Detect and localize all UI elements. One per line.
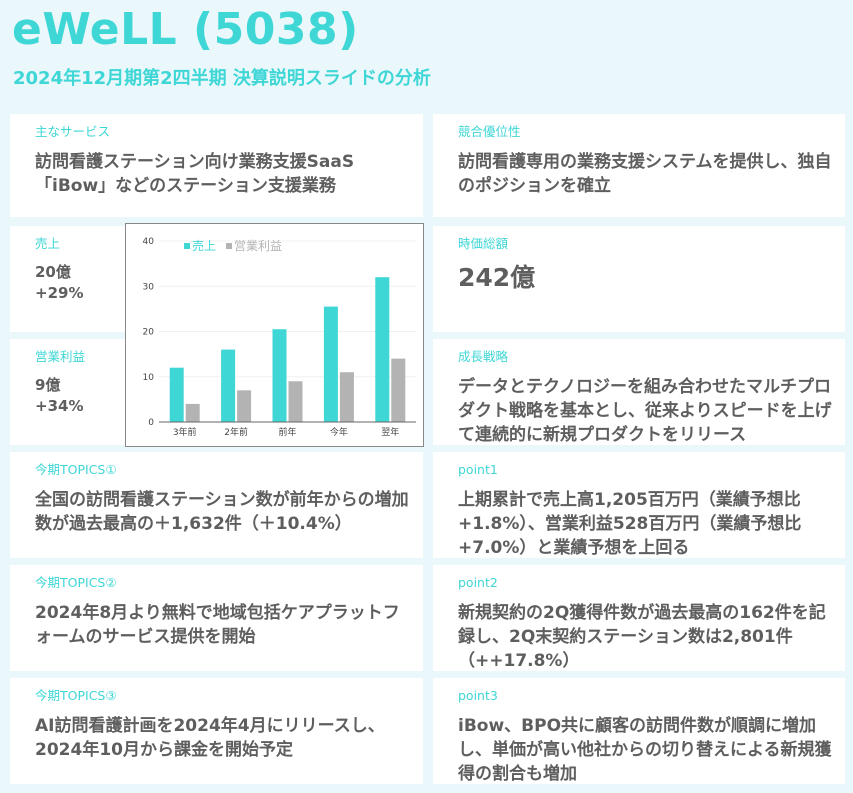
legend-swatch — [226, 243, 232, 249]
bar — [185, 403, 200, 422]
card-label: 営業利益 — [35, 349, 86, 364]
page-title: eWeLL (5038) — [12, 4, 359, 55]
card-body: データとテクノロジーを組み合わせたマルチプロダクト戦略を基本とし、従来よりスピー… — [458, 377, 832, 445]
card-label: 競合優位性 — [458, 124, 521, 139]
sales-growth: +29% — [35, 284, 84, 302]
op-profit-growth: +34% — [35, 397, 84, 415]
bar — [221, 349, 236, 422]
card-operating-profit: 営業利益 9億 +34% — [10, 339, 126, 445]
bar — [375, 277, 390, 422]
x-tick-label: 2年前 — [224, 426, 248, 438]
card-growth-strategy: 成長戦略 データとテクノロジーを組み合わせたマルチプロダクト戦略を基本とし、従来… — [433, 339, 845, 445]
card-sales: 売上 20億 +29% — [10, 226, 126, 332]
card-topic-3: 今期TOPICS③ AI訪問看護計画を2024年4月にリリースし、2024年10… — [10, 678, 423, 784]
card-label: 今期TOPICS② — [35, 575, 117, 590]
card-body: AI訪問看護計画を2024年4月にリリースし、2024年10月から課金を開始予定 — [35, 716, 385, 760]
bar — [169, 367, 184, 422]
card-body: 訪問看護ステーション向け業務支援SaaS「iBow」などのステーション支援業務 — [35, 152, 355, 196]
card-main-service: 主なサービス 訪問看護ステーション向け業務支援SaaS「iBow」などのステーシ… — [10, 114, 423, 217]
card-label: 今期TOPICS① — [35, 462, 117, 477]
x-tick-label: 翌年 — [381, 426, 399, 438]
card-market-cap: 時価総額 242億 — [433, 226, 845, 332]
card-label: 時価総額 — [458, 236, 509, 251]
bar — [288, 381, 303, 422]
card-body: 2024年8月より無料で地域包括ケアプラットフォームのサービス提供を開始 — [35, 603, 400, 647]
market-cap-value: 242億 — [458, 263, 536, 292]
card-body: 全国の訪問看護ステーション数が前年からの増加数が過去最高の＋1,632件（＋10… — [35, 490, 409, 534]
card-label: point3 — [458, 688, 498, 703]
y-tick-label: 40 — [143, 237, 155, 247]
y-tick-label: 10 — [143, 373, 155, 383]
bar — [237, 390, 252, 422]
chart-canvas: 0 10 20 30 40 3年前 2年前 前年 今年 翌年 売上 営業利益 — [143, 237, 416, 438]
card-label: 成長戦略 — [458, 349, 509, 364]
card-body: iBow、BPO共に顧客の訪問件数が順調に増加し、単価が高い他社からの切り替えに… — [458, 716, 832, 784]
bar — [391, 358, 406, 422]
card-body: 上期累計で売上高1,205百万円（業績予想比+1.8%）、営業利益528百万円（… — [458, 490, 802, 558]
card-label: 今期TOPICS③ — [35, 688, 117, 703]
y-tick-label: 20 — [143, 328, 155, 338]
card-point-2: point2 新規契約の2Q獲得件数が過去最高の162件を記録し、2Q末契約ステ… — [433, 565, 845, 671]
card-point-1: point1 上期累計で売上高1,205百万円（業績予想比+1.8%）、営業利益… — [433, 452, 845, 558]
card-label: 主なサービス — [35, 124, 111, 139]
x-tick-label: 今年 — [330, 426, 348, 438]
card-point-3: point3 iBow、BPO共に顧客の訪問件数が順調に増加し、単価が高い他社か… — [433, 678, 845, 784]
x-tick-label: 前年 — [278, 426, 296, 438]
card-topic-2: 今期TOPICS② 2024年8月より無料で地域包括ケアプラットフォームのサービ… — [10, 565, 423, 671]
card-label: point2 — [458, 575, 498, 590]
legend-label: 売上 — [192, 238, 216, 253]
card-topic-1: 今期TOPICS① 全国の訪問看護ステーション数が前年からの増加数が過去最高の＋… — [10, 452, 423, 558]
card-competitive-advantage: 競合優位性 訪問看護専用の業務支援システムを提供し、独自のポジションを確立 — [433, 114, 845, 217]
x-tick-label: 3年前 — [173, 426, 197, 438]
sales-profit-bar-chart: 0 10 20 30 40 3年前 2年前 前年 今年 翌年 売上 営業利益 — [125, 223, 424, 447]
y-tick-label: 30 — [143, 282, 155, 292]
y-tick-label: 0 — [148, 418, 154, 428]
page-subtitle: 2024年12月期第2四半期 決算説明スライドの分析 — [13, 68, 431, 89]
legend-swatch — [184, 243, 190, 249]
card-body: 訪問看護専用の業務支援システムを提供し、独自のポジションを確立 — [458, 152, 832, 196]
op-profit-value: 9億 — [35, 376, 61, 394]
card-body: 新規契約の2Q獲得件数が過去最高の162件を記録し、2Q末契約ステーション数は2… — [458, 603, 826, 671]
legend-label: 営業利益 — [234, 239, 282, 253]
card-label: 売上 — [35, 236, 61, 251]
card-label: point1 — [458, 462, 498, 477]
bar — [272, 329, 287, 422]
bar — [339, 372, 354, 422]
bar — [323, 306, 338, 422]
sales-value: 20億 — [35, 263, 71, 281]
